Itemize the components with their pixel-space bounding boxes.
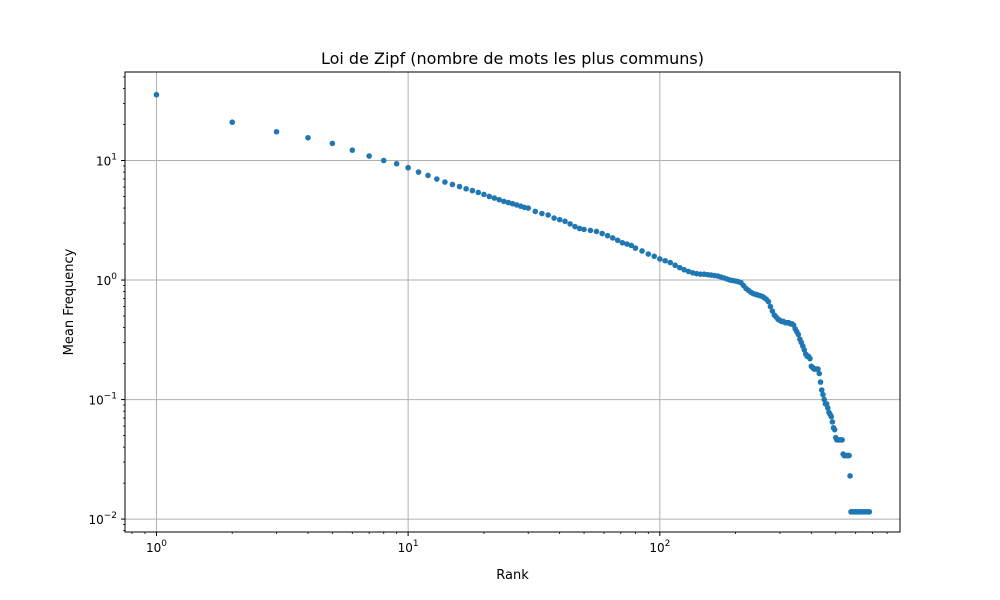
data-point <box>614 237 621 244</box>
data-point <box>632 245 639 251</box>
data-point <box>662 257 668 264</box>
data-point <box>619 239 626 246</box>
data-point <box>839 437 845 443</box>
data-point <box>767 303 774 310</box>
data-point <box>545 212 551 218</box>
data-point <box>821 396 828 403</box>
data-point <box>405 164 411 171</box>
data-point <box>765 298 772 305</box>
data-point <box>469 187 476 194</box>
data-point <box>329 140 336 147</box>
data-point <box>572 223 578 230</box>
data-point <box>532 208 539 215</box>
y-tick-label: 101 <box>96 152 117 168</box>
data-point <box>657 256 663 262</box>
data-point <box>576 225 583 232</box>
data-point <box>481 191 487 198</box>
data-point <box>501 198 507 205</box>
data-point <box>486 193 493 200</box>
axis-ticks: 100 101 102 101 100 10−1 10−2 <box>88 76 888 555</box>
data-point <box>816 370 823 377</box>
y-axis-label: Mean Frequency <box>62 248 77 355</box>
data-point <box>434 176 440 182</box>
data-point <box>581 226 587 233</box>
plot-area-frame <box>124 71 901 533</box>
data-point <box>817 379 824 385</box>
data-point <box>229 119 236 126</box>
y-tick-label: 100 <box>96 272 117 288</box>
data-point <box>831 426 838 433</box>
data-point <box>628 242 635 249</box>
data-point <box>820 391 826 398</box>
data-point <box>624 241 630 247</box>
data-point <box>491 195 498 201</box>
y-tick-label: 10−1 <box>88 392 117 408</box>
data-points <box>153 91 873 515</box>
grid-lines <box>125 72 900 532</box>
data-point <box>846 452 852 459</box>
x-tick-label: 100 <box>146 539 167 555</box>
data-point <box>475 189 482 196</box>
data-point <box>442 179 448 185</box>
data-point <box>366 153 372 159</box>
data-point <box>645 251 652 257</box>
data-point <box>807 355 813 362</box>
x-tick-label: 101 <box>398 539 419 555</box>
data-point <box>795 331 802 338</box>
data-point <box>587 227 594 234</box>
data-point <box>551 215 557 221</box>
data-point <box>525 205 532 211</box>
data-point <box>505 199 512 206</box>
data-point <box>415 169 422 175</box>
data-point <box>393 160 400 167</box>
data-point <box>593 228 600 235</box>
data-point <box>425 172 431 179</box>
data-point <box>539 210 545 217</box>
data-point <box>829 419 836 425</box>
data-point <box>449 181 456 188</box>
data-point <box>681 266 688 273</box>
data-point <box>349 147 356 153</box>
x-axis-label: Rank <box>496 568 529 583</box>
data-point <box>815 366 821 372</box>
x-tick-label: 102 <box>649 539 670 555</box>
data-point <box>676 264 683 271</box>
data-point <box>153 91 160 98</box>
data-point <box>380 157 387 164</box>
data-point <box>639 248 645 254</box>
data-point <box>456 183 463 190</box>
data-point <box>604 232 611 239</box>
data-point <box>667 259 674 266</box>
data-point <box>866 509 873 515</box>
chart-title: Loi de Zipf (nombre de mots les plus com… <box>321 49 704 68</box>
data-point <box>599 230 605 237</box>
data-point <box>609 235 616 241</box>
data-point <box>825 405 831 411</box>
y-tick-label: 10−2 <box>88 511 117 527</box>
data-point <box>818 387 825 393</box>
data-point <box>556 216 563 223</box>
data-point <box>651 253 658 260</box>
data-point <box>567 221 573 227</box>
data-point <box>828 413 835 420</box>
data-point <box>672 262 678 269</box>
data-point <box>562 218 568 225</box>
data-point <box>305 134 311 141</box>
data-point <box>273 128 280 135</box>
data-point <box>496 196 502 203</box>
data-point <box>847 473 853 479</box>
data-point <box>463 185 469 192</box>
